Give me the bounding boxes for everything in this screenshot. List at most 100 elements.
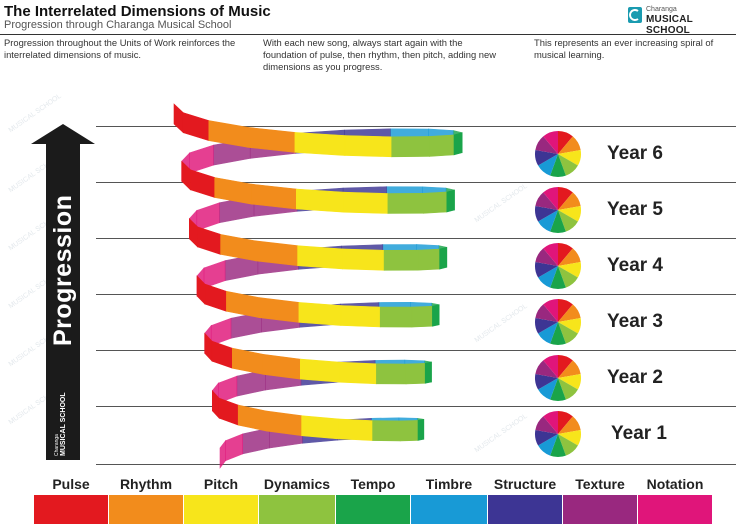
spiral-segment	[338, 418, 373, 441]
music-spiral	[173, 103, 463, 469]
logo-small-text: Charanga	[646, 6, 677, 13]
spiral-segment	[237, 404, 268, 432]
year-4-label: Year 4	[607, 255, 663, 276]
pie-slice	[558, 416, 581, 434]
pie-slice	[535, 304, 558, 322]
spiral-segment	[376, 363, 407, 385]
pie-slice	[558, 322, 578, 344]
spiral-segment	[339, 361, 377, 385]
pie-slice	[543, 131, 558, 154]
legend-notation: Notation	[638, 476, 712, 524]
legend-swatch	[109, 495, 183, 524]
pie-slice	[558, 206, 581, 222]
pie-slice	[543, 411, 558, 434]
pie-slice	[543, 243, 558, 266]
pie-slice	[550, 210, 566, 233]
pie-slice	[558, 378, 578, 400]
legend-label: Structure	[493, 476, 557, 492]
progression-arrow-shape	[31, 124, 95, 460]
pie-slice	[538, 154, 558, 176]
year-2-pie-icon	[535, 355, 581, 401]
pie-slice	[543, 299, 558, 322]
year-3-pie-icon	[535, 299, 581, 345]
pie-slice	[535, 150, 558, 166]
spiral-segment	[432, 304, 440, 327]
pie-slice	[550, 266, 566, 289]
spiral-segment	[424, 361, 432, 384]
divider-line	[96, 464, 736, 465]
spiral-segment	[423, 191, 448, 214]
year-2-label: Year 2	[607, 367, 663, 388]
pie-slice	[550, 154, 566, 177]
pie-slice	[550, 434, 566, 457]
spiral-segment	[231, 347, 264, 375]
pie-slice	[558, 243, 573, 266]
year-1-label: Year 1	[611, 423, 667, 444]
spiral-segment	[405, 362, 426, 385]
spiral-segment	[453, 132, 463, 156]
spiral-segment	[439, 246, 448, 270]
page-subtitle: Progression through Charanga Musical Sch…	[4, 19, 232, 31]
spiral-segment	[296, 188, 344, 213]
header-rule	[0, 34, 736, 35]
legend-timbre: Timbre	[411, 476, 487, 524]
pie-slice	[538, 434, 558, 456]
legend-label: Rhythm	[119, 476, 173, 492]
charanga-logo-icon	[628, 7, 642, 23]
year-3-label: Year 3	[607, 311, 663, 332]
year-6-pie-icon	[535, 131, 581, 177]
pie-slice	[535, 360, 558, 378]
divider-line	[96, 238, 736, 239]
spiral-segment	[372, 420, 401, 442]
legend-label: Pulse	[52, 476, 90, 492]
page-title: The Interrelated Dimensions of Music	[4, 3, 271, 20]
year-5-label: Year 5	[607, 199, 663, 220]
legend-swatch	[34, 495, 108, 524]
spiral-segment	[446, 189, 455, 213]
year-4-pie-icon	[535, 243, 581, 289]
pie-slice	[558, 136, 581, 154]
legend-label: Dynamics	[263, 476, 331, 492]
legend-swatch	[411, 495, 487, 524]
legend-swatch	[184, 495, 258, 524]
pie-slice	[535, 416, 558, 434]
spiral-segment	[226, 290, 260, 318]
year-5-pie-icon	[535, 187, 581, 233]
legend-swatch	[259, 495, 335, 524]
spiral-segment	[196, 202, 220, 231]
pie-slice	[558, 192, 581, 210]
divider-line	[96, 406, 736, 407]
pie-slice	[535, 430, 558, 446]
spiral-segment	[429, 134, 455, 157]
legend-tempo: Tempo	[336, 476, 410, 524]
spiral-segment	[379, 306, 413, 328]
spiral-segment	[391, 136, 430, 158]
pie-slice	[535, 192, 558, 210]
legend-pulse: Pulse	[34, 476, 108, 524]
pie-slice	[550, 378, 566, 401]
pie-slice	[558, 210, 578, 232]
spiral-segment	[218, 397, 239, 426]
spiral-segment	[417, 248, 440, 271]
pie-slice	[535, 136, 558, 154]
spiral-segment	[225, 433, 243, 462]
pie-slice	[558, 374, 581, 390]
pie-slice	[543, 187, 558, 210]
description-spiral: This represents an ever increasing spira…	[534, 37, 714, 60]
legend-pitch: Pitch	[184, 476, 258, 524]
pie-slice	[538, 378, 558, 400]
pie-slice	[538, 210, 558, 232]
spiral-segment	[340, 305, 381, 328]
pie-slice	[558, 262, 581, 278]
legend-label: Texture	[575, 476, 625, 492]
spiral-segment	[266, 410, 302, 437]
spiral-segment	[242, 427, 270, 455]
pie-slice	[558, 187, 573, 210]
logo-big-text: MUSICAL SCHOOL	[646, 14, 693, 36]
legend-dynamics: Dynamics	[259, 476, 335, 524]
spiral-segment	[190, 169, 216, 198]
pie-slice	[558, 266, 578, 288]
spiral-segment	[344, 135, 392, 158]
pie-slice	[550, 322, 566, 345]
spiral-segment	[399, 420, 419, 442]
